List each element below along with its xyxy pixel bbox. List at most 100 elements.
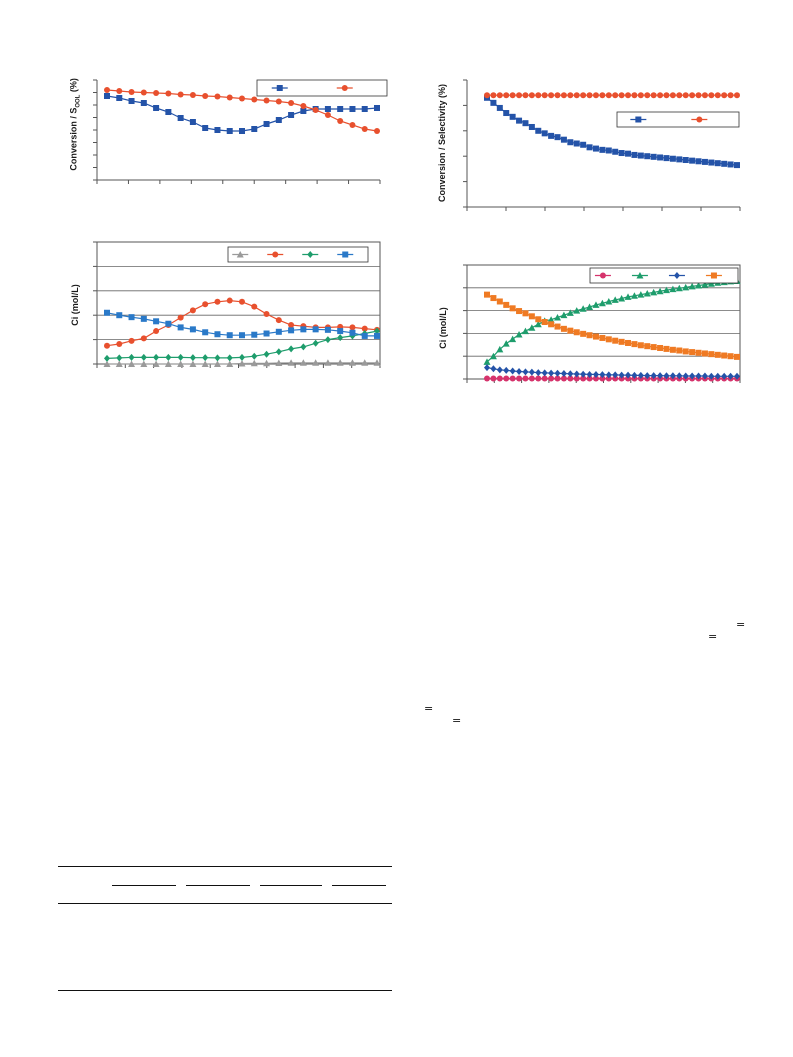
data-point xyxy=(618,371,625,379)
data-point xyxy=(509,335,517,343)
data-point xyxy=(516,375,523,382)
data-point xyxy=(644,92,651,99)
data-point xyxy=(239,353,245,361)
data-point xyxy=(189,326,196,333)
data-point xyxy=(586,92,593,99)
data-point xyxy=(663,345,670,352)
table-group-rule xyxy=(332,885,386,886)
data-point xyxy=(727,372,734,380)
data-point xyxy=(663,155,670,162)
data-point xyxy=(288,100,295,106)
data-point xyxy=(496,345,504,353)
data-point xyxy=(165,109,172,115)
data-point xyxy=(490,99,497,106)
data-point xyxy=(650,92,657,99)
series-2 xyxy=(104,297,380,349)
data-point xyxy=(104,342,110,349)
data-point xyxy=(312,359,320,366)
data-point xyxy=(605,92,612,99)
data-point xyxy=(250,359,258,367)
chart2-ylabel: Ci (mol/L) xyxy=(70,284,80,326)
legend-swatch-marker xyxy=(696,116,703,123)
data-point xyxy=(263,330,270,337)
data-point xyxy=(688,282,696,290)
legend-box xyxy=(589,267,739,284)
data-point xyxy=(288,327,295,334)
data-point xyxy=(535,375,542,382)
data-point xyxy=(300,326,307,333)
data-point xyxy=(251,331,258,338)
data-point xyxy=(586,375,593,382)
chart2-plot xyxy=(93,241,381,368)
data-point xyxy=(548,92,555,99)
data-point xyxy=(374,128,380,134)
table-header-rule xyxy=(58,903,392,904)
data-point xyxy=(337,334,344,342)
legend-swatch-marker xyxy=(236,251,244,258)
data-point xyxy=(663,372,670,380)
data-point xyxy=(275,317,282,324)
data-point xyxy=(708,351,715,358)
data-point xyxy=(201,360,209,367)
data-point xyxy=(116,312,123,319)
data-point xyxy=(515,331,523,338)
data-point xyxy=(300,108,307,114)
data-point xyxy=(618,338,625,345)
data-point xyxy=(165,90,172,97)
series-1 xyxy=(104,93,380,134)
data-point xyxy=(612,337,619,344)
data-point xyxy=(708,159,715,166)
data-point xyxy=(300,103,307,109)
data-point xyxy=(541,92,548,99)
data-point xyxy=(165,353,172,361)
data-point xyxy=(579,305,587,312)
data-point xyxy=(312,326,319,333)
data-point xyxy=(177,360,185,367)
data-point xyxy=(554,369,561,377)
data-point xyxy=(128,360,136,367)
equals-mark: = xyxy=(452,714,462,727)
data-point xyxy=(727,353,734,360)
data-point xyxy=(637,291,645,298)
data-point xyxy=(625,371,632,379)
data-point xyxy=(548,375,555,382)
data-point xyxy=(618,92,625,99)
data-point xyxy=(275,328,282,335)
data-point xyxy=(374,105,380,111)
data-point xyxy=(695,92,702,99)
data-point xyxy=(714,372,721,380)
data-point xyxy=(612,148,619,155)
data-point xyxy=(516,92,523,99)
legend-swatch-marker xyxy=(342,251,349,258)
data-point xyxy=(164,360,172,367)
data-point xyxy=(657,92,664,99)
data-point xyxy=(541,130,548,137)
data-point xyxy=(701,92,708,99)
data-point xyxy=(522,120,529,127)
data-point xyxy=(535,127,542,134)
data-point xyxy=(348,359,356,366)
chart4-ylabel: Ci (mol/L) xyxy=(438,307,448,349)
data-point xyxy=(721,352,728,359)
data-point xyxy=(682,283,690,291)
data-point xyxy=(669,346,676,353)
chart-concentration-right: Ci (mol/L) xyxy=(430,255,760,390)
data-point xyxy=(202,125,209,131)
data-point xyxy=(116,340,123,347)
data-point xyxy=(349,122,356,128)
chart1-ylabel: Conversion / SOOL (%) xyxy=(68,78,82,171)
data-point xyxy=(701,281,709,288)
data-point xyxy=(573,307,581,314)
data-point xyxy=(522,368,529,376)
data-point xyxy=(676,372,683,380)
data-point xyxy=(509,305,516,312)
data-point xyxy=(682,348,689,355)
data-point xyxy=(701,372,708,380)
series-3 xyxy=(104,327,380,362)
data-point xyxy=(177,91,184,98)
data-point xyxy=(631,371,638,379)
data-point xyxy=(580,141,587,148)
data-point xyxy=(708,372,715,380)
data-point xyxy=(263,97,270,104)
data-point xyxy=(554,313,562,321)
